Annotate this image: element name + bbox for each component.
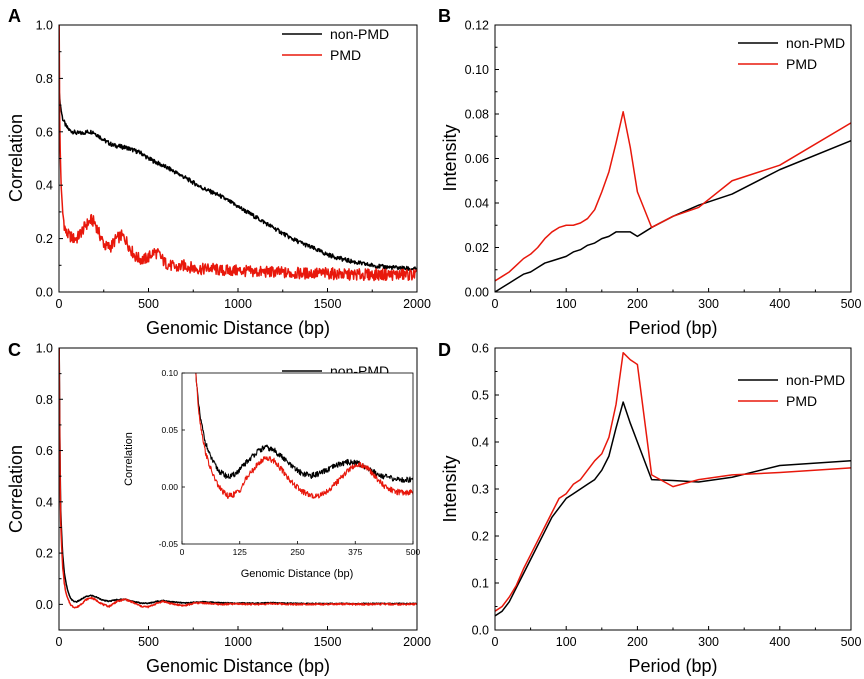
panel-d-y-tick-label: 0.3 [472, 483, 489, 497]
panel-b-y-tick-label: 0.00 [465, 286, 489, 300]
panel-c-x-tick-label: 1000 [224, 635, 252, 649]
panel-d-y-tick-label: 0.2 [472, 530, 489, 544]
panel-a-x-tick-label: 0 [56, 297, 63, 311]
panel-b-x-tick-label: 300 [698, 297, 719, 311]
panel-c-inset-x-tick-label: 125 [233, 547, 247, 557]
panel-c-inset: 0 125 250 375 500 -0.05 0.00 0.05 0.10 Genomic Di… [123, 368, 420, 580]
panel-a-series-non-pmd-line [59, 91, 417, 272]
panel-d-x-axis-title: Period (bp) [628, 656, 717, 676]
panel-a-series-group [59, 25, 417, 282]
panel-d-series-non-pmd-line [495, 401, 851, 617]
panel-c-letter: C [8, 340, 21, 360]
panel-a-y-tick-label: 0.2 [36, 232, 53, 246]
panel-b-y-tick-label: 0.12 [465, 19, 489, 33]
panel-c-y-tick-label: 1.0 [36, 342, 53, 356]
panel-a-x-tick-label: 2000 [403, 297, 431, 311]
panel-d-y-tick-label: 0.4 [472, 436, 489, 450]
panel-d-x-tick-label: 0 [492, 635, 499, 649]
panel-a-y-tick-label: 1.0 [36, 19, 53, 33]
panel-d-x-tick-label: 200 [627, 635, 648, 649]
panel-c-series-group [59, 348, 417, 609]
panel-a-x-tick-label: 1000 [224, 297, 252, 311]
panel-c-x-axis-title: Genomic Distance (bp) [146, 656, 330, 676]
panel-c-inset-y-axis-title: Correlation [123, 432, 135, 486]
panel-c-y-tick-label: 0.2 [36, 547, 53, 561]
panel-b-x-tick-label: 100 [556, 297, 577, 311]
panel-d: D 0 100 200 300 400 500 0.0 0.1 0.2 0.3 0.4 0.5 0.6 Pe… [438, 340, 861, 676]
panel-d-x-tick-label: 300 [698, 635, 719, 649]
panel-b-y-tick-label: 0.08 [465, 108, 489, 122]
panel-b-y-tick-label: 0.02 [465, 241, 489, 255]
panel-b-y-tick-label: 0.06 [465, 152, 489, 166]
panel-a-y-tick-label: 0.8 [36, 72, 53, 86]
panel-b-y-tick-label: 0.10 [465, 63, 489, 77]
panel-d-y-tick-label: 0.1 [472, 577, 489, 591]
panel-c-x-tick-label: 1500 [314, 635, 342, 649]
panel-b-legend-label: non-PMD [786, 35, 845, 51]
panel-d-legend-label: non-PMD [786, 372, 845, 388]
panel-d-y-tick-label: 0.0 [472, 624, 489, 638]
panel-c-y-tick-label: 0.0 [36, 598, 53, 612]
panel-a-x-tick-label: 1500 [314, 297, 342, 311]
panel-d-y-axis-title: Intensity [440, 455, 460, 522]
panel-c-x-tick-label: 0 [56, 635, 63, 649]
panel-a-y-tick-label: 0.6 [36, 125, 53, 139]
panel-b-x-tick-label: 0 [492, 297, 499, 311]
panel-d-x-tick-label: 400 [769, 635, 790, 649]
panel-c-inset-series-non-pmd-line [195, 373, 413, 484]
panel-a-y-tick-label: 0.0 [36, 286, 53, 300]
panel-c-inset-y-tick-label: 0.05 [161, 425, 178, 435]
panel-c-inset-x-tick-label: 250 [290, 547, 304, 557]
panel-c-y-axis-title: Correlation [6, 445, 26, 533]
panel-c-inset-x-tick-label: 0 [180, 547, 185, 557]
panel-d-x-tick-label: 500 [841, 635, 862, 649]
panel-c-inset-series-pmd-line [195, 373, 413, 499]
panel-c-y-tick-label: 0.8 [36, 393, 53, 407]
panel-d-y-tick-label: 0.5 [472, 389, 489, 403]
panel-d-letter: D [438, 340, 451, 360]
panel-c-inset-y-tick-label: 0.00 [161, 482, 178, 492]
panel-d-y-tick-label: 0.6 [472, 342, 489, 356]
panel-d-x-tick-label: 100 [556, 635, 577, 649]
panel-d-series-pmd-line [495, 351, 851, 612]
panel-a-series-pmd-line [59, 25, 417, 282]
panel-a: A 0 500 1000 1500 2000 0.0 0.2 0.4 0.6 0.8 1.0 Genom… [6, 6, 431, 338]
panel-c-inset-x-tick-label: 375 [348, 547, 362, 557]
panel-c-inset-x-tick-label: 500 [406, 547, 420, 557]
panel-c: C 0 500 1000 1500 2000 0.0 0.2 0.4 0.6 0.8 1.0 Genom… [6, 340, 431, 676]
panel-b-x-tick-label: 500 [841, 297, 862, 311]
panel-b-x-axis-title: Period (bp) [628, 318, 717, 338]
panel-b-x-tick-label: 400 [769, 297, 790, 311]
panel-c-x-tick-label: 500 [138, 635, 159, 649]
panel-a-plot-frame [58, 24, 418, 293]
panel-a-legend-label: non-PMD [330, 26, 389, 42]
panel-a-x-tick-label: 500 [138, 297, 159, 311]
panel-c-inset-y-tick-label: 0.10 [161, 368, 178, 378]
panel-d-plot-frame [494, 347, 852, 631]
panel-b-series-group [495, 111, 851, 292]
panel-c-y-tick-label: 0.6 [36, 444, 53, 458]
panel-b-letter: B [438, 6, 451, 26]
panel-c-series-pmd-line [59, 348, 417, 609]
panel-a-letter: A [8, 6, 21, 26]
panel-d-series-group [495, 351, 851, 617]
panel-c-x-tick-label: 2000 [403, 635, 431, 649]
panel-d-legend-label: PMD [786, 393, 817, 409]
panel-a-y-axis-title: Correlation [6, 114, 26, 202]
panel-a-legend-label: PMD [330, 47, 361, 63]
panel-c-inset-y-tick-label: -0.05 [159, 539, 179, 549]
panel-a-x-axis-title: Genomic Distance (bp) [146, 318, 330, 338]
panel-a-y-tick-label: 0.4 [36, 179, 53, 193]
panel-b-x-tick-label: 200 [627, 297, 648, 311]
panel-c-inset-x-axis-title: Genomic Distance (bp) [241, 568, 354, 580]
panel-b-y-tick-label: 0.04 [465, 197, 489, 211]
panel-b-series-pmd-line [495, 111, 851, 282]
panel-c-y-tick-label: 0.4 [36, 495, 53, 509]
panel-b: B 0 100 200 300 400 500 0.00 0.02 0.04 0.06 0.08 0.1… [438, 6, 861, 338]
panel-b-y-axis-title: Intensity [440, 124, 460, 191]
panel-b-legend-label: PMD [786, 56, 817, 72]
